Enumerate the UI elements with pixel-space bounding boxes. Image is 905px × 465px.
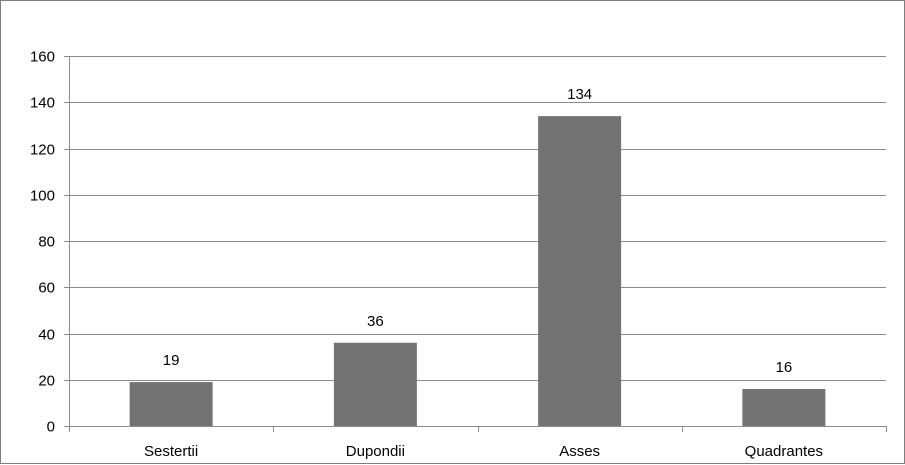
category-label: Dupondii (346, 443, 405, 460)
category-label: Sestertii (144, 443, 198, 460)
bar (742, 389, 826, 426)
data-labels: 19 36 134 16 (163, 86, 792, 376)
data-label: 134 (567, 86, 592, 103)
data-label: 16 (776, 359, 793, 376)
gridlines (69, 56, 886, 381)
axes (64, 56, 887, 432)
y-tick-label: 80 (38, 234, 55, 251)
y-tick-label: 60 (38, 280, 55, 297)
y-tick-labels: 0 20 40 60 80 100 120 140 160 (30, 49, 55, 436)
y-tick-label: 20 (38, 373, 55, 390)
y-tick-label: 40 (38, 327, 55, 344)
bar (333, 342, 417, 426)
data-label: 19 (163, 352, 180, 369)
bars (129, 116, 826, 426)
bar (129, 382, 213, 426)
y-tick-label: 160 (30, 49, 55, 66)
y-tick-label: 0 (47, 419, 55, 436)
y-tick-label: 100 (30, 188, 55, 205)
category-label: Asses (559, 443, 600, 460)
category-label: Quadrantes (745, 443, 823, 460)
y-tick-label: 120 (30, 142, 55, 159)
category-labels: Sestertii Dupondii Asses Quadrantes (144, 443, 823, 460)
data-label: 36 (367, 313, 384, 330)
y-tick-label: 140 (30, 95, 55, 112)
bar (538, 116, 622, 426)
